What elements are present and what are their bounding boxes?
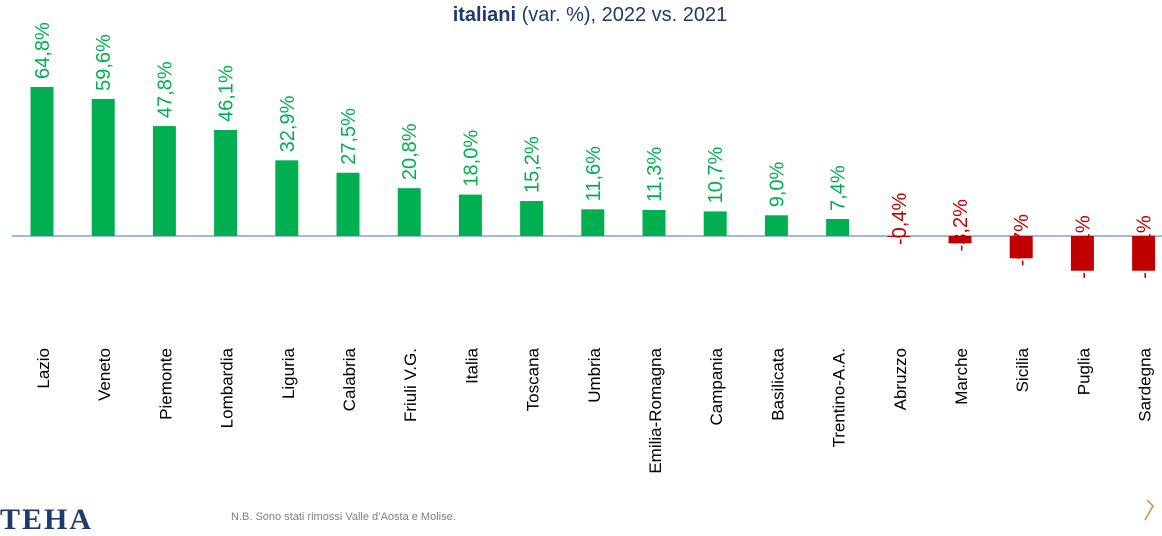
bar	[30, 86, 54, 237]
chart-title: italiani (var. %), 2022 vs. 2021	[452, 4, 728, 26]
category-label: Liguria	[279, 347, 298, 399]
data-label: 27,5%	[338, 108, 360, 165]
category-label: Italia	[462, 347, 481, 383]
category-label: Marche	[952, 348, 971, 405]
category-label: Veneto	[95, 348, 114, 401]
category-label: Toscana	[524, 347, 543, 411]
data-label: 15,2%	[522, 136, 544, 193]
data-label: 59,6%	[93, 34, 115, 91]
bar	[826, 218, 850, 236]
category-label: Sicilia	[1013, 347, 1032, 392]
bar	[91, 98, 115, 236]
bar	[1070, 236, 1094, 271]
bar	[764, 215, 788, 236]
data-label: 20,8%	[399, 123, 421, 180]
category-label: Piemonte	[156, 348, 175, 420]
bar	[948, 236, 972, 244]
data-label: 18,0%	[460, 130, 482, 187]
bar	[642, 210, 666, 236]
bar	[275, 160, 299, 236]
data-label: 10,7%	[705, 146, 727, 203]
bar	[397, 188, 421, 236]
bar	[1132, 236, 1156, 271]
bar	[152, 126, 176, 236]
data-label: 11,3%	[644, 147, 666, 202]
data-label: 64,8%	[32, 22, 54, 79]
decorative-arrow-icon	[1144, 499, 1154, 521]
bar	[520, 201, 544, 236]
data-label: 11,6%	[583, 146, 605, 201]
category-label: Trentino-A.A.	[830, 348, 849, 448]
bar	[458, 194, 482, 236]
data-label: 46,1%	[216, 65, 238, 122]
data-label: 32,9%	[277, 95, 299, 152]
bar	[336, 172, 360, 236]
category-label: Calabria	[340, 347, 359, 411]
data-label: -15,1%	[1134, 215, 1156, 279]
category-label: Emilia-Romagna	[646, 347, 665, 473]
bar	[214, 129, 238, 236]
footnote: N.B. Sono stati rimossi Valle d’Aosta e …	[231, 511, 456, 523]
data-label: -0,4%	[889, 193, 911, 245]
category-label: Basilicata	[768, 347, 787, 420]
bar	[1009, 236, 1033, 259]
bar	[581, 209, 605, 236]
category-label: Lombardia	[218, 347, 237, 428]
data-label: -9,7%	[1011, 214, 1033, 266]
data-label: -15,1%	[1072, 215, 1094, 279]
teha-logo: TEHA	[0, 503, 94, 536]
bar	[703, 211, 727, 236]
bar	[887, 236, 911, 237]
category-label: Friuli V.G.	[401, 348, 420, 422]
bar-chart: 64,8% Lazio 59,6% Veneto 47,8% Piemonte 46,1% L…	[12, 22, 1162, 474]
category-label: Campania	[707, 347, 726, 425]
category-label: Umbria	[585, 347, 604, 402]
data-label: 47,8%	[154, 61, 176, 118]
data-label: -3,2%	[950, 199, 972, 251]
data-label: 7,4%	[828, 165, 850, 211]
category-label: Puglia	[1074, 347, 1093, 395]
category-label: Abruzzo	[891, 348, 910, 410]
category-label: Sardegna	[1136, 347, 1155, 421]
category-label: Lazio	[34, 348, 53, 389]
data-label: 9,0%	[766, 161, 788, 207]
